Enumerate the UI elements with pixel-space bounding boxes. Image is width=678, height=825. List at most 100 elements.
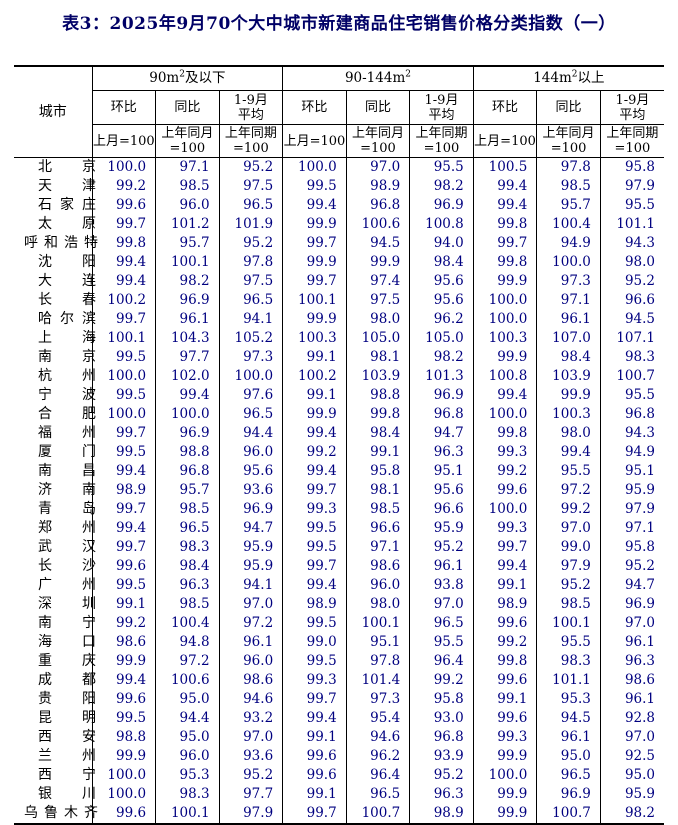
index-value: 94.1 xyxy=(218,310,283,329)
index-value: 98.2 xyxy=(409,348,474,367)
measure-header-mom: 环比 xyxy=(472,90,537,125)
city-name: 石家庄 xyxy=(38,197,96,213)
city-name: 长春 xyxy=(38,292,96,308)
index-value: 96.8 xyxy=(409,728,474,747)
index-value: 99.3 xyxy=(472,728,537,747)
index-value: 94.6 xyxy=(345,728,410,747)
index-value: 98.1 xyxy=(345,348,410,367)
index-value: 101.1 xyxy=(536,671,601,690)
index-value: 97.2 xyxy=(218,614,283,633)
index-value: 95.7 xyxy=(155,481,220,500)
index-value: 99.7 xyxy=(472,538,537,557)
index-value: 98.0 xyxy=(345,310,410,329)
base-header-same-month-last-year: 上年同月 =100 xyxy=(536,124,601,158)
table-body: 北京 100.0 97.1 95.2 100.0 97.0 95.5 100.5 97.8 95.… xyxy=(14,157,664,824)
superscript-2: 2 xyxy=(405,69,411,80)
index-value: 99.5 xyxy=(282,519,347,538)
index-value: 100.0 xyxy=(91,157,156,177)
index-value: 99.5 xyxy=(282,177,347,196)
index-value: 99.3 xyxy=(282,500,347,519)
index-value: 95.6 xyxy=(409,481,474,500)
table-row: 西安 98.8 95.0 97.0 99.1 94.6 96.8 99.3 96.1 97.0 xyxy=(14,728,664,747)
index-value: 99.0 xyxy=(536,538,601,557)
index-value: 100.0 xyxy=(218,367,283,386)
index-value: 100.4 xyxy=(155,614,220,633)
index-value: 107.1 xyxy=(599,329,664,348)
base-header-same-period-last-year: 上年同期 =100 xyxy=(409,124,474,158)
index-value: 95.0 xyxy=(155,690,220,709)
index-value: 96.5 xyxy=(218,196,283,215)
index-value: 92.8 xyxy=(599,709,664,728)
index-value: 94.1 xyxy=(218,576,283,595)
index-value: 97.3 xyxy=(536,272,601,291)
table-row: 杭州 100.0 102.0 100.0 100.2 103.9 101.3 100.8 103… xyxy=(14,367,664,386)
city-name: 济南 xyxy=(38,482,96,498)
index-value: 98.4 xyxy=(536,348,601,367)
city-name: 西宁 xyxy=(38,767,96,783)
index-value: 95.2 xyxy=(409,766,474,785)
index-value: 100.3 xyxy=(536,405,601,424)
table-row: 福州 99.7 96.9 94.4 99.4 98.4 94.7 99.8 98.0 94.3 xyxy=(14,424,664,443)
index-value: 95.9 xyxy=(599,481,664,500)
index-value: 95.4 xyxy=(345,709,410,728)
index-value: 97.7 xyxy=(218,785,283,804)
index-value: 98.9 xyxy=(472,595,537,614)
index-value: 99.2 xyxy=(91,614,156,633)
index-value: 99.5 xyxy=(282,652,347,671)
index-value: 95.2 xyxy=(218,157,283,177)
index-value: 95.5 xyxy=(536,462,601,481)
index-value: 99.6 xyxy=(91,690,156,709)
index-value: 100.1 xyxy=(91,329,156,348)
index-value: 100.0 xyxy=(472,405,537,424)
index-value: 95.5 xyxy=(536,633,601,652)
index-value: 95.8 xyxy=(409,690,474,709)
index-value: 95.9 xyxy=(409,519,474,538)
index-value: 96.5 xyxy=(155,519,220,538)
index-value: 99.4 xyxy=(536,443,601,462)
index-value: 97.1 xyxy=(536,291,601,310)
city-name: 南京 xyxy=(38,349,96,365)
index-value: 95.2 xyxy=(409,538,474,557)
index-value: 98.6 xyxy=(599,671,664,690)
index-value: 95.0 xyxy=(536,747,601,766)
index-value: 100.0 xyxy=(472,310,537,329)
index-value: 99.4 xyxy=(91,253,156,272)
index-value: 97.0 xyxy=(599,728,664,747)
city-name: 南宁 xyxy=(38,615,96,631)
index-value: 94.8 xyxy=(155,633,220,652)
index-value: 99.2 xyxy=(472,462,537,481)
index-value: 99.9 xyxy=(282,215,347,234)
index-value: 96.5 xyxy=(345,785,410,804)
city-name: 海口 xyxy=(38,634,96,650)
index-value: 95.1 xyxy=(409,462,474,481)
measure-header-mom: 环比 xyxy=(282,90,347,125)
index-value: 99.2 xyxy=(472,633,537,652)
base-header-same-month-last-year: 上年同月 =100 xyxy=(155,124,220,158)
table-row: 长春 100.2 96.9 96.5 100.1 97.5 95.6 100.0 97.1 96.… xyxy=(14,291,664,310)
table-row: 青岛 99.7 98.5 96.9 99.3 98.5 96.6 100.0 99.2 97.9 xyxy=(14,500,664,519)
index-value: 100.7 xyxy=(536,804,601,824)
index-value: 95.9 xyxy=(218,538,283,557)
index-value: 100.0 xyxy=(472,291,537,310)
index-value: 101.4 xyxy=(345,671,410,690)
index-value: 97.9 xyxy=(599,177,664,196)
index-value: 100.7 xyxy=(599,367,664,386)
index-value: 96.5 xyxy=(409,614,474,633)
index-value: 99.9 xyxy=(282,310,347,329)
price-index-table: 城市 90m2及以下 90-144m2 144m2以上 环比 同比 1-9月 平均… xyxy=(14,65,664,825)
index-value: 99.8 xyxy=(472,424,537,443)
index-value: 101.9 xyxy=(218,215,283,234)
city-column-header: 城市 xyxy=(14,66,93,158)
index-value: 97.0 xyxy=(218,595,283,614)
index-value: 99.3 xyxy=(282,671,347,690)
index-value: 100.6 xyxy=(345,215,410,234)
index-value: 96.2 xyxy=(409,310,474,329)
base-header-prev-month: 上月=100 xyxy=(282,124,347,158)
index-value: 96.0 xyxy=(155,747,220,766)
index-value: 95.6 xyxy=(409,272,474,291)
index-value: 99.1 xyxy=(282,386,347,405)
table-row: 长沙 99.6 98.4 95.9 99.7 98.6 96.1 99.4 97.9 95.2 xyxy=(14,557,664,576)
table-row: 银川 100.0 98.3 97.7 99.1 96.5 96.3 99.9 96.9 95.9 xyxy=(14,785,664,804)
index-value: 98.0 xyxy=(599,253,664,272)
index-value: 99.5 xyxy=(91,443,156,462)
